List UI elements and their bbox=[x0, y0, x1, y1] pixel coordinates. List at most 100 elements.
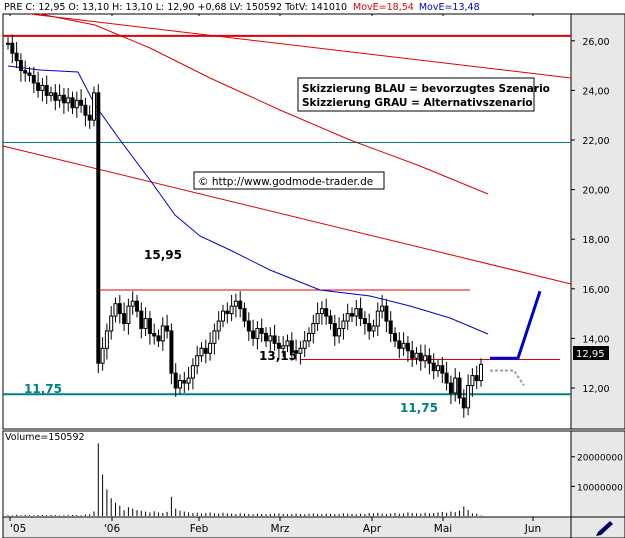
price-axis-label: 24,00 bbox=[582, 86, 609, 97]
candle-body bbox=[466, 385, 471, 409]
candle-body bbox=[74, 99, 79, 109]
scenario-blue-sketch bbox=[490, 290, 542, 360]
candle-body bbox=[341, 320, 346, 329]
candle-body bbox=[354, 308, 359, 317]
time-axis-label: Jun bbox=[524, 523, 541, 535]
candle-body bbox=[444, 372, 449, 384]
candle-body bbox=[375, 310, 380, 327]
level-label-1175-left: 11,75 bbox=[24, 382, 62, 396]
candle-body bbox=[178, 380, 182, 389]
candle-body bbox=[345, 313, 350, 322]
candle-body bbox=[186, 377, 191, 384]
volume-axis-label: 20000000 bbox=[577, 454, 623, 464]
candle-body bbox=[6, 42, 10, 45]
candle-body bbox=[401, 342, 406, 349]
candle-body bbox=[294, 350, 299, 354]
candle-body bbox=[474, 375, 479, 382]
candle-body bbox=[448, 382, 453, 394]
candle-body bbox=[221, 310, 225, 322]
grid-layer bbox=[9, 14, 534, 16]
candle-body bbox=[418, 352, 423, 362]
candle-body bbox=[126, 305, 131, 325]
quote-header: PRE C: 12,95 O: 13,10 H: 13,10 L: 12,90 … bbox=[4, 2, 480, 13]
candle-body bbox=[53, 92, 58, 101]
candle-body bbox=[139, 310, 144, 329]
ma2-label: MovE=13,48 bbox=[419, 2, 480, 13]
candle-body bbox=[453, 377, 458, 394]
candle-body bbox=[57, 94, 62, 101]
candle-body bbox=[289, 340, 294, 352]
price-axis-label: 22,00 bbox=[582, 136, 609, 147]
candle-body bbox=[302, 340, 307, 349]
price-axis-labels: 12,00 14,00 16,00 18,00 20,00 22,00 24,00 26,00 bbox=[571, 37, 610, 395]
candle-body bbox=[319, 308, 324, 315]
candle-body bbox=[285, 340, 290, 347]
candle-body bbox=[100, 347, 105, 364]
candle-body bbox=[470, 375, 475, 387]
candle-body bbox=[393, 332, 397, 342]
corner-panel[interactable] bbox=[570, 516, 625, 538]
time-axis-labels: '05 '06 Feb Mrz Apr Mai Jun bbox=[9, 517, 541, 535]
candle-body bbox=[350, 313, 354, 317]
candle-body bbox=[96, 92, 101, 364]
candle-body bbox=[135, 300, 139, 312]
candle-body bbox=[27, 72, 32, 77]
last-price-value: 12,95 bbox=[576, 349, 605, 360]
candle-body bbox=[79, 99, 84, 106]
candle-body bbox=[190, 365, 195, 379]
candle-body bbox=[14, 52, 19, 62]
candle-body bbox=[169, 330, 174, 374]
candle-body bbox=[436, 365, 440, 372]
candle-body bbox=[264, 332, 268, 342]
level-label-1315: 13,15 bbox=[259, 349, 297, 363]
candle-body bbox=[109, 315, 114, 332]
price-axis-label: 26,00 bbox=[582, 37, 609, 48]
candle-body bbox=[143, 318, 148, 329]
price-axis-panel bbox=[570, 13, 625, 430]
candle-body bbox=[122, 313, 127, 325]
candle-body bbox=[251, 330, 256, 339]
candle-body bbox=[83, 104, 88, 116]
candle-body bbox=[195, 355, 200, 367]
candle-body bbox=[405, 342, 410, 352]
candle-body bbox=[229, 305, 234, 315]
candle-body bbox=[440, 365, 445, 374]
candle-body bbox=[87, 114, 92, 121]
candle-body bbox=[225, 310, 230, 315]
candle-body bbox=[337, 327, 342, 337]
scenario-grey-sketch bbox=[490, 369, 525, 387]
candle-body bbox=[104, 330, 109, 349]
downtrend-line-upper bbox=[29, 13, 572, 79]
candle-body bbox=[414, 352, 419, 359]
candle-body bbox=[199, 347, 204, 357]
candle-body bbox=[23, 70, 28, 74]
candle-body bbox=[40, 84, 45, 91]
volume-title: Volume=150592 bbox=[5, 432, 85, 443]
candle-body bbox=[92, 92, 96, 121]
candle-body bbox=[328, 315, 333, 325]
candle-body bbox=[182, 380, 187, 384]
candle-body bbox=[479, 363, 483, 382]
price-axis-label: 14,00 bbox=[582, 334, 609, 345]
copyright-text: © http://www.godmode-trader.de bbox=[198, 176, 373, 188]
candle-body bbox=[165, 325, 170, 332]
candle-body bbox=[397, 340, 402, 349]
candle-body bbox=[203, 347, 208, 354]
candle-body bbox=[315, 313, 320, 325]
drawing-tool-icon[interactable] bbox=[596, 521, 613, 536]
candle-body bbox=[10, 42, 15, 54]
volume-panel-frame bbox=[2, 430, 572, 518]
scenario-legend-box bbox=[297, 77, 535, 112]
moving-average-short bbox=[7, 65, 489, 335]
candle-body bbox=[212, 330, 217, 344]
candle-body bbox=[311, 323, 316, 334]
volume-axis-label: 10000000 bbox=[577, 483, 623, 493]
candle-body bbox=[281, 345, 286, 349]
candle-body bbox=[268, 335, 273, 342]
scenario-legend-blue: Skizzierung BLAU = bevorzugtes Szenario bbox=[302, 83, 550, 95]
candle-body bbox=[358, 308, 363, 320]
candle-body bbox=[324, 308, 329, 317]
candle-body bbox=[238, 300, 243, 310]
time-axis-label: Feb bbox=[190, 523, 209, 535]
candle-body bbox=[272, 335, 277, 344]
